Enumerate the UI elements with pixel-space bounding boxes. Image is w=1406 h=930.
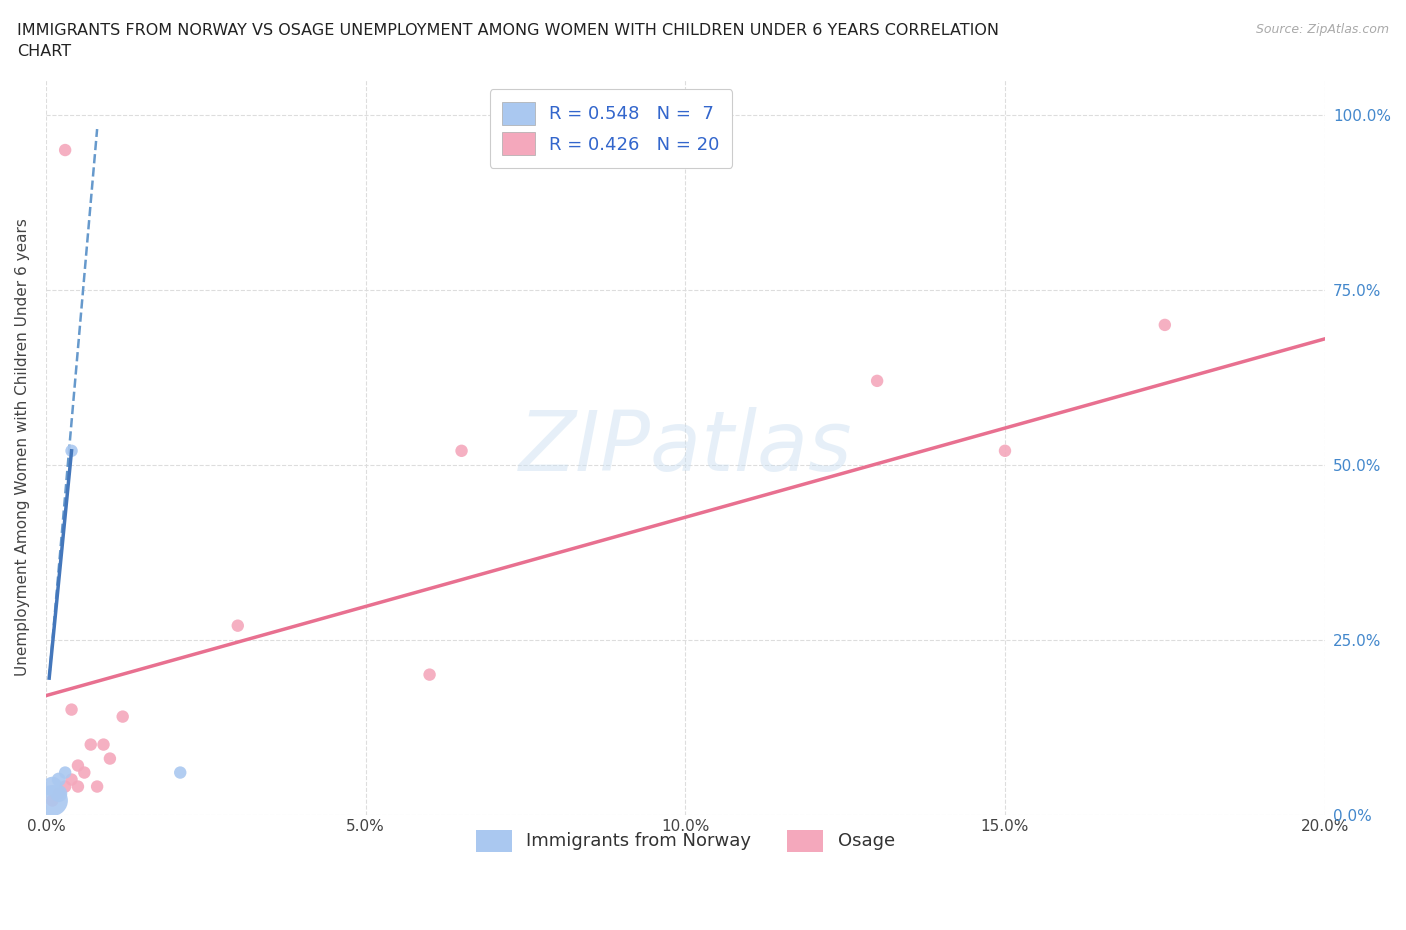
Point (226, 618, 249, 633)
Point (73, 765, 96, 780)
Text: ZIPatlas: ZIPatlas (519, 406, 852, 488)
Point (53, 765, 76, 780)
Point (419, 667, 441, 682)
Point (48, 786, 70, 801)
Text: Source: ZipAtlas.com: Source: ZipAtlas.com (1256, 23, 1389, 36)
Point (60, 772, 83, 787)
Point (450, 444, 472, 458)
Point (48, 786, 70, 801)
Point (48, 772, 70, 787)
Point (66, 758, 89, 773)
Point (98, 751, 121, 766)
Point (53, 779, 76, 794)
Text: CHART: CHART (17, 44, 70, 59)
Y-axis label: Unemployment Among Women with Children Under 6 years: Unemployment Among Women with Children U… (15, 219, 30, 676)
Point (80, 737, 103, 752)
Point (66, 779, 89, 794)
Point (41, 793, 63, 808)
Point (53, 142, 76, 157)
Point (169, 765, 191, 780)
Point (994, 444, 1017, 458)
Point (41, 779, 63, 794)
Point (60, 444, 83, 458)
Point (93, 737, 115, 752)
Legend: Immigrants from Norway, Osage: Immigrants from Norway, Osage (467, 820, 904, 860)
Point (866, 374, 889, 389)
Point (1153, 317, 1175, 332)
Point (111, 710, 134, 724)
Point (60, 702, 83, 717)
Point (41, 793, 63, 808)
Point (86, 779, 108, 794)
Text: IMMIGRANTS FROM NORWAY VS OSAGE UNEMPLOYMENT AMONG WOMEN WITH CHILDREN UNDER 6 Y: IMMIGRANTS FROM NORWAY VS OSAGE UNEMPLOY… (17, 23, 998, 38)
